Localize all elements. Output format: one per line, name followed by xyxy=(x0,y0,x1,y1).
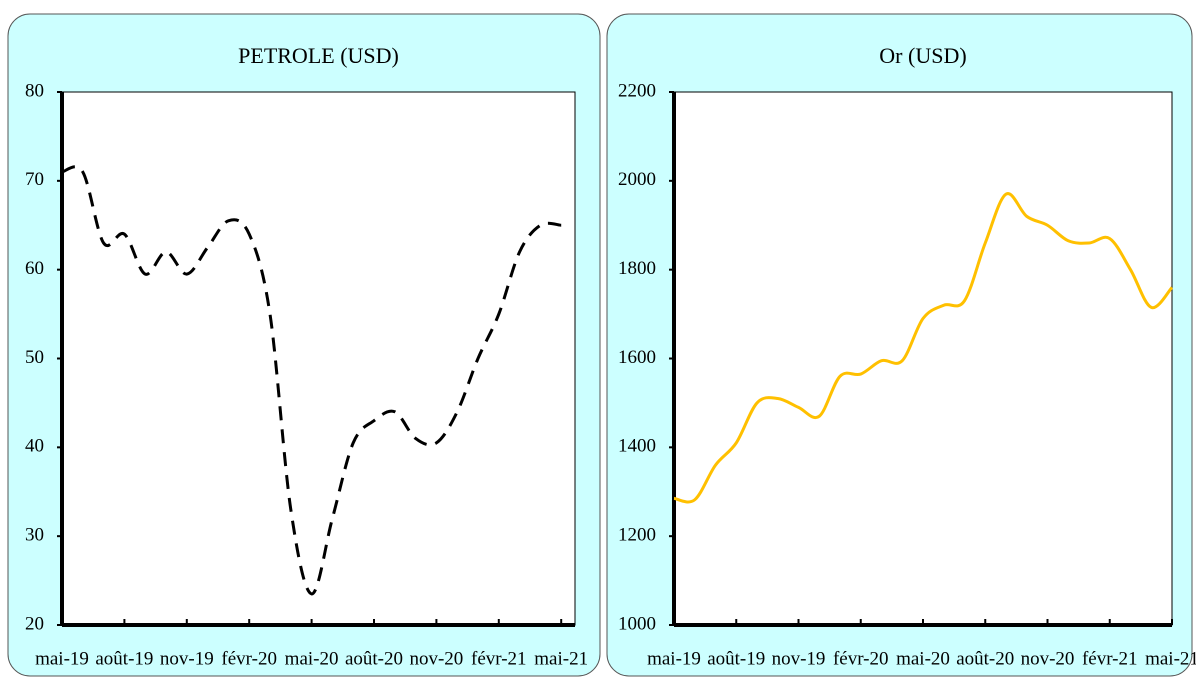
y-tick-label: 50 xyxy=(25,347,44,368)
y-tick-label: 1400 xyxy=(618,436,656,457)
plot-area xyxy=(61,91,576,626)
x-tick-label: août-19 xyxy=(707,648,765,669)
x-tick-label: nov-19 xyxy=(772,648,826,669)
x-tick-label: août-20 xyxy=(956,648,1014,669)
x-tick-label: mai-19 xyxy=(35,648,89,669)
y-tick-label: 30 xyxy=(25,525,44,546)
x-tick-label: nov-20 xyxy=(1021,648,1075,669)
y-tick-label: 1000 xyxy=(618,613,656,634)
y-tick-label: 1600 xyxy=(618,347,656,368)
x-tick-label: mai-21 xyxy=(1145,648,1196,669)
x-tick-label: nov-19 xyxy=(160,648,214,669)
line-series xyxy=(61,165,562,596)
plot-area xyxy=(673,91,1173,626)
y-tick-label: 20 xyxy=(25,613,44,634)
x-tick-label: août-19 xyxy=(95,648,153,669)
x-tick-label: nov-20 xyxy=(409,648,463,669)
x-tick-label: févr-20 xyxy=(833,648,889,669)
x-tick-label: août-20 xyxy=(345,648,403,669)
y-tick-label: 1800 xyxy=(618,258,656,279)
chart-panel: PETROLE (USD) 20 30 40 50 60 70 80 mai-19 août-19… xyxy=(7,13,601,677)
x-tick-label: févr-21 xyxy=(1082,648,1138,669)
x-tick-label: févr-20 xyxy=(221,648,277,669)
x-tick-label: févr-21 xyxy=(471,648,527,669)
line-series xyxy=(673,192,1174,504)
y-tick-label: 1200 xyxy=(618,525,656,546)
chart-title: PETROLE (USD) xyxy=(238,43,399,68)
x-tick-label: mai-19 xyxy=(647,648,701,669)
x-tick-label: mai-20 xyxy=(896,648,950,669)
y-tick-label: 2200 xyxy=(618,80,656,101)
x-tick-label: mai-21 xyxy=(534,648,588,669)
chart-panel: Or (USD) 1000 1200 1400 1600 1800 2000 2200 mai-… xyxy=(606,13,1196,677)
y-tick-label: 40 xyxy=(25,436,44,457)
y-tick-label: 2000 xyxy=(618,169,656,190)
y-tick-label: 70 xyxy=(25,169,44,190)
y-tick-label: 80 xyxy=(25,80,44,101)
chart-title: Or (USD) xyxy=(879,43,966,68)
y-tick-label: 60 xyxy=(25,258,44,279)
x-tick-label: mai-20 xyxy=(285,648,339,669)
